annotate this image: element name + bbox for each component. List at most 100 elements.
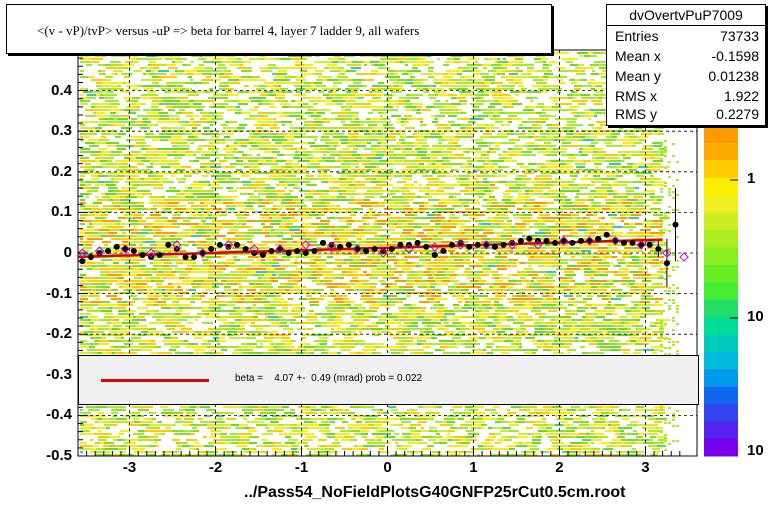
- heatmap-cell: [118, 133, 126, 135]
- heatmap-cell: [290, 175, 296, 177]
- heatmap-cell: [301, 271, 305, 273]
- heatmap-cell: [574, 124, 583, 126]
- heatmap-cell: [240, 193, 248, 195]
- heatmap-cell: [368, 292, 379, 294]
- heatmap-cell: [244, 55, 247, 57]
- heatmap-cell: [148, 61, 156, 63]
- heatmap-cell: [226, 154, 234, 156]
- heatmap-cell: [516, 67, 519, 69]
- heatmap-cell: [454, 109, 458, 111]
- heatmap-cell: [224, 100, 230, 102]
- heatmap-cell: [149, 274, 152, 276]
- heatmap-cell: [603, 154, 610, 156]
- heatmap-cell: [339, 187, 344, 189]
- heatmap-cell: [385, 265, 391, 267]
- heatmap-cell: [144, 178, 153, 180]
- heatmap-cell: [164, 91, 170, 93]
- heatmap-cell: [642, 271, 648, 273]
- heatmap-cell: [98, 88, 104, 90]
- heatmap-cell: [488, 160, 492, 162]
- heatmap-cell: [343, 262, 346, 264]
- heatmap-cell: [616, 169, 619, 171]
- heatmap-cell: [259, 67, 268, 69]
- heatmap-cell: [598, 94, 607, 96]
- heatmap-cell: [89, 205, 99, 207]
- heatmap-cell: [440, 85, 445, 87]
- heatmap-cell: [289, 229, 300, 231]
- heatmap-cell: [235, 130, 240, 132]
- heatmap-cell: [405, 175, 412, 177]
- heatmap-cell: [303, 286, 306, 288]
- heatmap-cell: [275, 295, 281, 297]
- heatmap-cell: [199, 157, 210, 159]
- heatmap-cell: [594, 103, 603, 105]
- heatmap-cell: [199, 268, 209, 270]
- heatmap-cell: [649, 277, 658, 279]
- heatmap-cell: [220, 142, 226, 144]
- heatmap-cell: [123, 82, 126, 84]
- heatmap-cell: [223, 127, 226, 129]
- heatmap-cell: [579, 193, 590, 195]
- heatmap-cell: [435, 280, 442, 282]
- heatmap-cell: [464, 136, 473, 138]
- heatmap-cell: [91, 121, 99, 123]
- heatmap-cell: [291, 277, 302, 279]
- heatmap-cell: [428, 181, 435, 183]
- heatmap-cell: [128, 220, 138, 222]
- heatmap-cell: [146, 151, 154, 153]
- heatmap-cell: [424, 241, 427, 243]
- heatmap-cell: [465, 208, 471, 210]
- heatmap-cell: [157, 148, 168, 150]
- heatmap-cell: [427, 55, 431, 57]
- heatmap-cell: [153, 265, 163, 267]
- heatmap-cell: [619, 169, 629, 171]
- heatmap-cell: [138, 250, 147, 252]
- heatmap-cell: [362, 163, 370, 165]
- heatmap-cell: [532, 262, 543, 264]
- heatmap-cell: [567, 277, 573, 279]
- heatmap-cell: [115, 64, 123, 66]
- heatmap-cell: [502, 199, 511, 201]
- heatmap-cell: [495, 175, 500, 177]
- heatmap-cell: [461, 103, 467, 105]
- heatmap-cell: [518, 196, 524, 198]
- heatmap-cell: [599, 178, 602, 180]
- heatmap-cell: [415, 163, 419, 165]
- heatmap-cell: [530, 256, 534, 258]
- heatmap-cell: [242, 223, 246, 225]
- heatmap-cell: [325, 283, 336, 285]
- heatmap-cell: [460, 166, 465, 168]
- heatmap-cell: [192, 115, 199, 117]
- heatmap-cell: [472, 286, 481, 288]
- heatmap-cell: [480, 169, 484, 171]
- heatmap-cell: [261, 247, 270, 249]
- heatmap-cell: [440, 277, 443, 279]
- heatmap-cell: [485, 175, 495, 177]
- heatmap-cell: [311, 127, 315, 129]
- heatmap-cell: [330, 139, 340, 141]
- heatmap-cell: [316, 280, 320, 282]
- heatmap-cell: [360, 55, 366, 57]
- heatmap-cell: [593, 211, 603, 213]
- heatmap-cell: [434, 133, 440, 135]
- heatmap-cell: [170, 277, 179, 279]
- heatmap-cell: [220, 196, 223, 198]
- heatmap-cell: [240, 259, 248, 261]
- heatmap-cell: [432, 121, 438, 123]
- heatmap-cell: [629, 136, 637, 138]
- heatmap-cell: [273, 118, 276, 120]
- heatmap-cell: [461, 205, 464, 207]
- heatmap-cell: [259, 55, 267, 57]
- heatmap-cell: [125, 181, 131, 183]
- heatmap-cell: [105, 193, 116, 195]
- heatmap-cell: [145, 133, 150, 135]
- heatmap-cell: [168, 295, 176, 297]
- heatmap-cell: [590, 190, 596, 192]
- heatmap-cell: [365, 154, 372, 156]
- heatmap-cell: [474, 58, 479, 60]
- heatmap-cell: [452, 142, 458, 144]
- heatmap-cell: [152, 250, 159, 252]
- heatmap-cell: [236, 145, 241, 147]
- heatmap-cell: [236, 295, 242, 297]
- heatmap-cell: [468, 214, 475, 216]
